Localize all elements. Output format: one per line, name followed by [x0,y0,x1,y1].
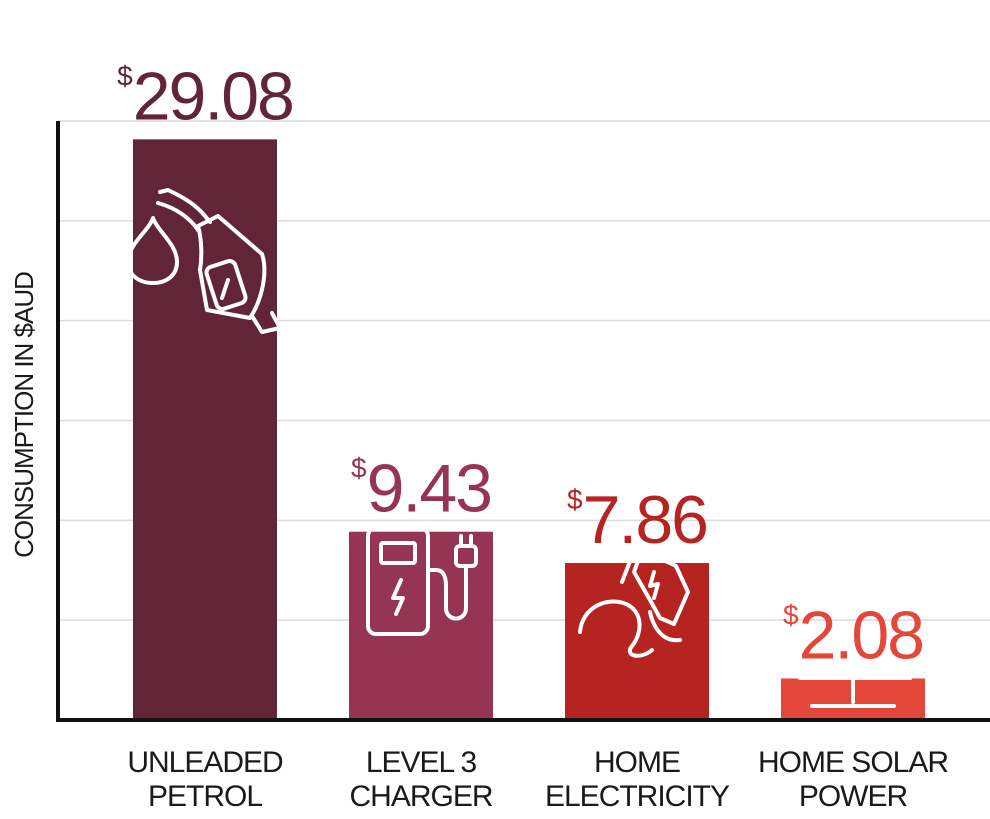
ev-plug-icon [578,548,690,658]
category-label: CHARGER [349,780,492,813]
bar [349,531,493,720]
category-label: PETROL [148,780,262,813]
category-label: LEVEL 3 [366,746,477,779]
value-label: $7.86 [567,482,707,558]
value-label: $2.08 [783,597,923,673]
category-label: ELECTRICITY [545,780,730,813]
bar [133,139,277,721]
fuel-pump-icon [126,188,282,334]
category-label: UNLEADED [127,746,283,779]
category-label: POWER [799,780,908,813]
category-label: HOME SOLAR [758,746,948,779]
bar-icons [126,188,912,708]
category-label: HOME [594,746,680,779]
solar-panel-icon [798,628,912,708]
value-labels: $29.08 $9.43 $7.86 $2.08 [117,58,925,673]
value-label: $29.08 [117,58,293,134]
y-axis-label: CONSUMPTION IN $AUD [9,272,39,558]
ev-charger-icon [366,526,478,636]
value-label: $9.43 [351,451,491,527]
